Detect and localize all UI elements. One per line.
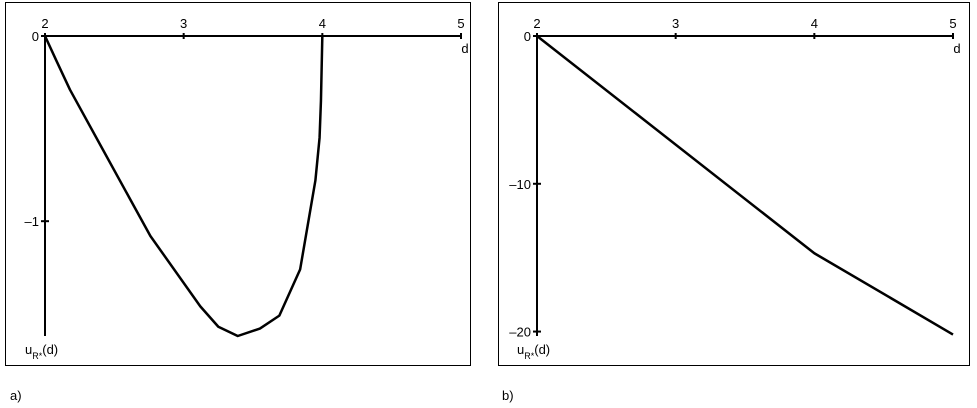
y-tick-label: –1 <box>25 214 39 229</box>
x-axis-label: d <box>461 41 468 56</box>
panel-frame <box>498 2 970 366</box>
x-tick-label: 2 <box>533 16 540 31</box>
x-tick-label: 5 <box>949 16 956 31</box>
y-tick-label: 0 <box>32 29 39 44</box>
y-label-sub: R* <box>524 351 534 361</box>
y-tick-label: 0 <box>524 29 531 44</box>
y-tick-label: –10 <box>509 177 531 192</box>
x-axis-label: d <box>953 41 960 56</box>
y-label-rest: (d) <box>42 342 58 357</box>
panel-label: b) <box>502 388 514 403</box>
y-label-rest: (d) <box>534 342 550 357</box>
y-label-sub: R* <box>32 351 42 361</box>
panel-frame <box>5 2 471 366</box>
data-line <box>43 35 324 338</box>
y-axis-label: uR*(d) <box>517 342 550 361</box>
x-tick-label: 5 <box>457 16 464 31</box>
x-tick-label: 3 <box>672 16 679 31</box>
y-tick-label: –20 <box>509 325 531 340</box>
x-tick-label: 4 <box>811 16 818 31</box>
data-line <box>536 35 954 336</box>
x-tick-label: 2 <box>41 16 48 31</box>
x-tick-label: 3 <box>180 16 187 31</box>
y-label-base: u <box>25 342 32 357</box>
y-axis-label: uR*(d) <box>25 342 58 361</box>
x-tick-label: 4 <box>319 16 326 31</box>
y-label-base: u <box>517 342 524 357</box>
panel-label: a) <box>10 388 22 403</box>
